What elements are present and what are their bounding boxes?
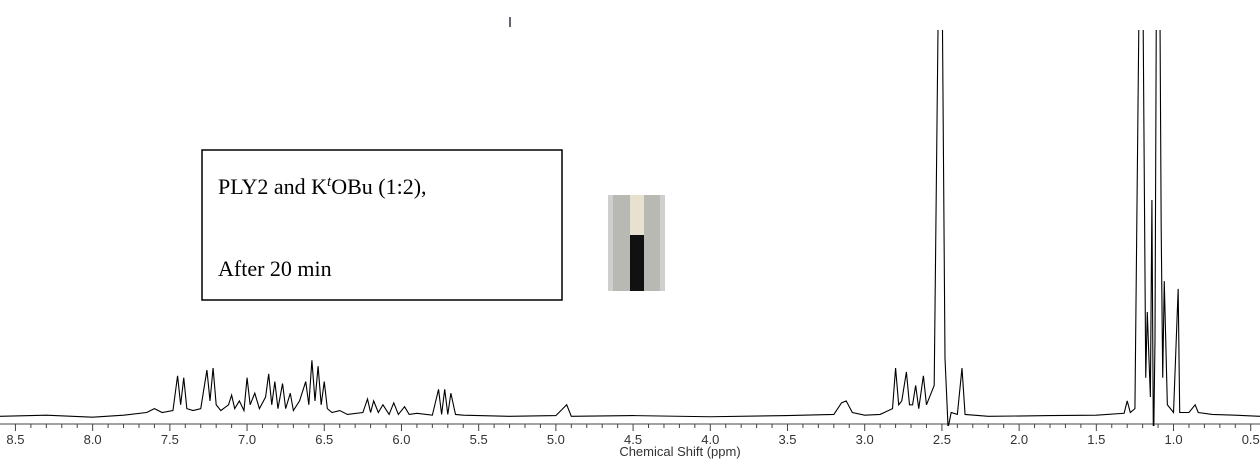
- x-tick-label: 1.0: [1164, 432, 1182, 447]
- x-tick-label: 8.5: [6, 432, 24, 447]
- x-tick-label: 4.0: [701, 432, 719, 447]
- x-tick-label: 1.5: [1087, 432, 1105, 447]
- x-axis-label: Chemical Shift (ppm): [619, 444, 740, 459]
- annotation-line2: After 20 min: [218, 256, 332, 281]
- x-tick-label: 4.5: [624, 432, 642, 447]
- x-tick-label: 7.0: [238, 432, 256, 447]
- annotation-box: [201, 149, 563, 301]
- x-tick-label: 5.5: [470, 432, 488, 447]
- annotation-superscript: t: [327, 174, 332, 190]
- x-tick-label: 2.0: [1010, 432, 1028, 447]
- x-tick-label: 7.5: [161, 432, 179, 447]
- x-tick-label: 8.0: [84, 432, 102, 447]
- x-tick-label: 3.5: [778, 432, 796, 447]
- x-tick-label: 6.5: [315, 432, 333, 447]
- annotation-text: PLY2 and K: [218, 174, 327, 199]
- annotation-text: OBu (1:2),: [331, 174, 426, 199]
- x-tick-label: 5.0: [547, 432, 565, 447]
- vial-photo: [608, 195, 665, 291]
- x-tick-label: 2.5: [933, 432, 951, 447]
- x-tick-label: 0.5: [1242, 432, 1260, 447]
- x-tick-label: 3.0: [856, 432, 874, 447]
- annotation-line1: PLY2 and KtOBu (1:2),: [218, 174, 427, 199]
- x-tick-label: 6.0: [392, 432, 410, 447]
